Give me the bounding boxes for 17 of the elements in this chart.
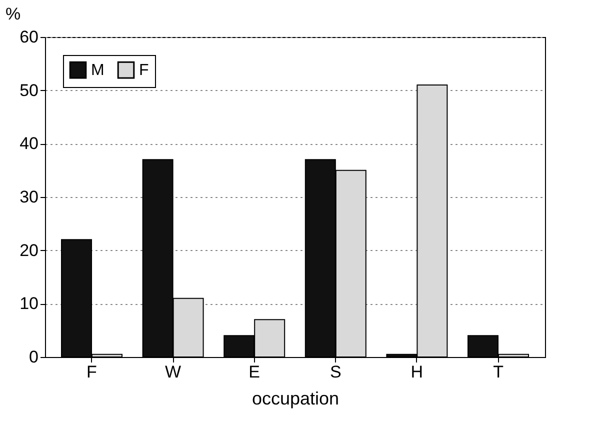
- y-axis-title: %: [6, 4, 21, 24]
- x-tick-label: S: [330, 362, 342, 382]
- x-tick-label: E: [248, 362, 260, 382]
- x-axis-title: occupation: [252, 388, 340, 408]
- y-tick-label: 10: [20, 294, 38, 314]
- x-tick-label: W: [165, 362, 182, 382]
- y-tick-label: 60: [20, 28, 38, 46]
- y-tick-label: 20: [20, 240, 38, 260]
- y-tick-label: 0: [29, 348, 38, 366]
- x-tick-label: H: [410, 362, 424, 382]
- y-tick-label: 30: [20, 188, 38, 206]
- x-tick-label: T: [493, 362, 504, 382]
- y-tick-label: 40: [20, 134, 38, 154]
- legend-label: F: [139, 62, 149, 80]
- y-tick-label: 50: [20, 80, 38, 100]
- x-tick-label: F: [86, 362, 97, 382]
- legend-label: M: [91, 62, 104, 80]
